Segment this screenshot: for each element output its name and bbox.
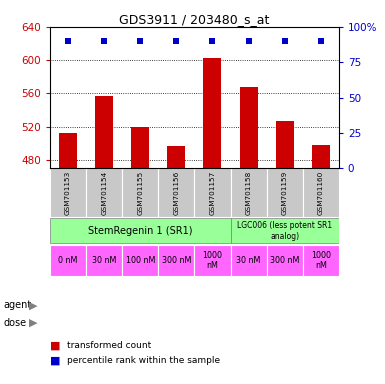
Point [101,38,107,44]
Text: dose: dose [4,318,27,328]
Point [318,38,324,44]
Point [65,38,71,44]
Bar [50,218,231,243]
Text: GSM701159: GSM701159 [282,170,288,215]
Text: GSM701155: GSM701155 [137,170,143,215]
Point [246,38,252,44]
Bar [122,245,158,276]
Text: 1000
nM: 1000 nM [311,251,331,270]
Bar [266,245,303,276]
Bar [194,169,231,217]
Bar [95,96,113,169]
Title: GDS3911 / 203480_s_at: GDS3911 / 203480_s_at [119,13,270,26]
Point [173,38,179,44]
Bar [158,169,194,217]
Bar [303,169,339,217]
Text: ▶: ▶ [28,318,37,328]
Bar [131,127,149,169]
Bar [167,146,186,169]
Text: 300 nM: 300 nM [270,256,300,265]
Point [281,38,288,44]
Point [137,38,143,44]
Bar [203,58,221,169]
Text: 30 nM: 30 nM [92,256,116,265]
Bar [86,169,122,217]
Bar [312,145,330,169]
Text: agent: agent [4,300,32,310]
Text: ■: ■ [50,356,60,366]
Bar [158,245,194,276]
Text: 100 nM: 100 nM [126,256,155,265]
Text: GSM701157: GSM701157 [209,170,216,215]
Bar [59,132,77,169]
Text: ▶: ▶ [28,300,37,310]
Text: LGC006 (less potent SR1
analog): LGC006 (less potent SR1 analog) [237,221,332,240]
Bar [276,121,294,169]
Text: percentile rank within the sample: percentile rank within the sample [67,356,221,366]
Text: GSM701160: GSM701160 [318,170,324,215]
Bar [86,245,122,276]
Text: GSM701153: GSM701153 [65,170,71,215]
Text: 30 nM: 30 nM [236,256,261,265]
Text: 1000
nM: 1000 nM [203,251,223,270]
Text: 300 nM: 300 nM [162,256,191,265]
Text: GSM701156: GSM701156 [173,170,179,215]
Bar [303,245,339,276]
Text: transformed count: transformed count [67,341,152,350]
Text: GSM701154: GSM701154 [101,170,107,215]
Point [209,38,216,44]
Bar [231,169,266,217]
Bar [231,218,339,243]
Bar [266,169,303,217]
Bar [50,245,86,276]
Bar [50,169,86,217]
Bar [239,87,258,169]
Bar [122,169,158,217]
Bar [194,245,231,276]
Bar [231,245,266,276]
Text: ■: ■ [50,341,60,351]
Text: StemRegenin 1 (SR1): StemRegenin 1 (SR1) [88,226,192,236]
Text: GSM701158: GSM701158 [246,170,251,215]
Text: 0 nM: 0 nM [59,256,78,265]
